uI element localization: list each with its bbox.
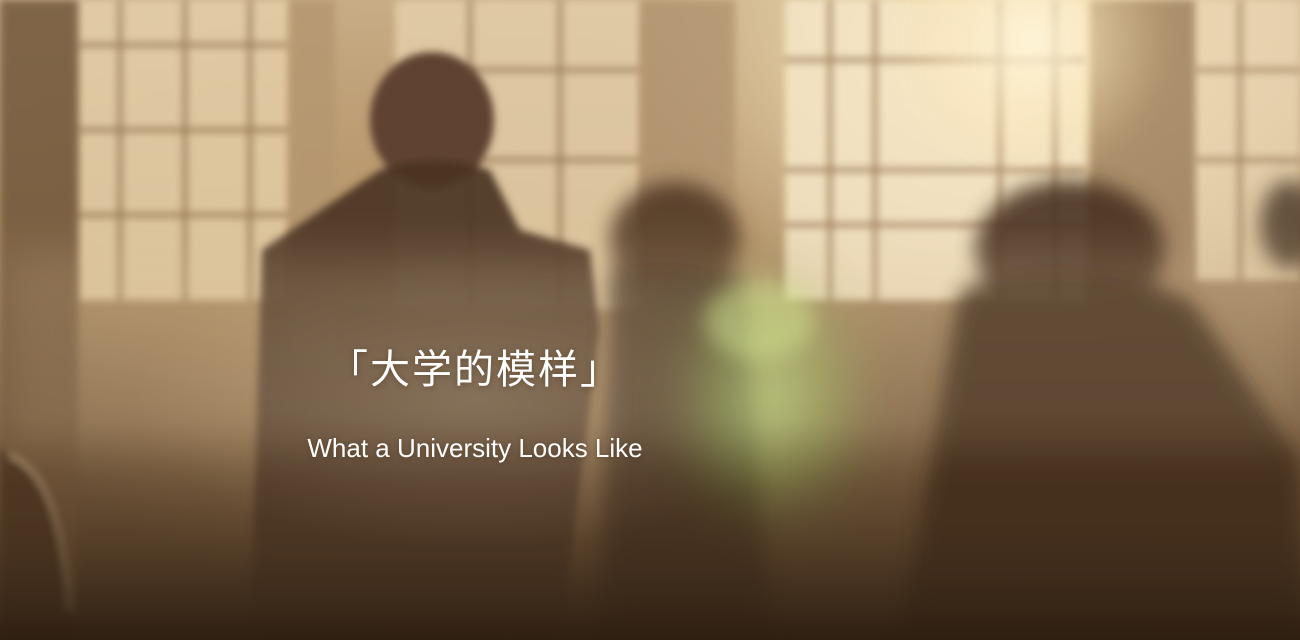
hero-subtitle: What a University Looks Like	[307, 433, 643, 463]
hero-title: 「大学的模样」	[328, 347, 622, 393]
